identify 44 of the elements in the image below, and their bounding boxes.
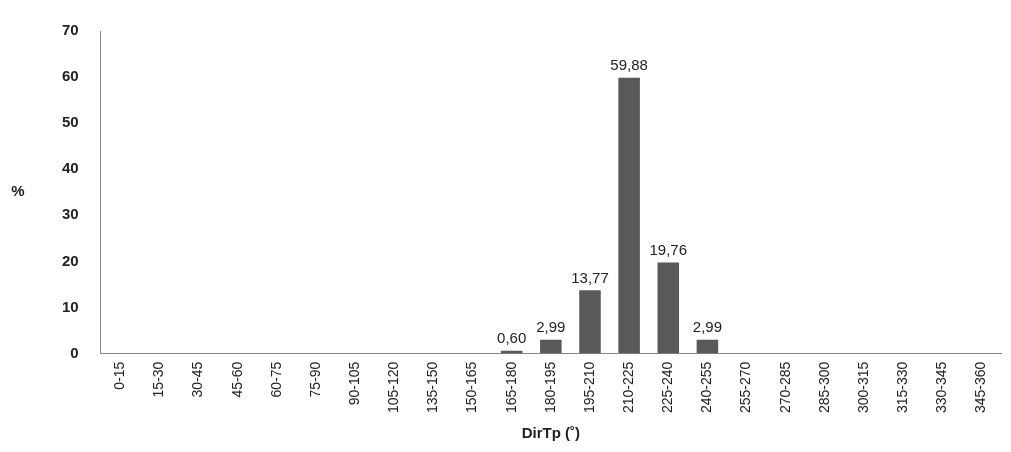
x-tick-label: 0-15 bbox=[111, 361, 128, 390]
x-tick-label: 210-225 bbox=[619, 361, 636, 414]
data-label: 59,88 bbox=[610, 56, 648, 74]
data-label: 19,76 bbox=[649, 241, 688, 259]
y-axis-title: % bbox=[11, 182, 25, 200]
y-tick-label: 0 bbox=[70, 343, 79, 361]
bar bbox=[618, 77, 640, 354]
x-tick-label: 45-60 bbox=[228, 361, 245, 398]
bar bbox=[579, 290, 601, 354]
x-tick-label: 225-240 bbox=[659, 361, 676, 414]
x-tick-label: 255-270 bbox=[737, 361, 754, 414]
x-tick-label: 300-315 bbox=[854, 361, 871, 414]
data-label: 2,99 bbox=[692, 318, 723, 336]
y-tick-label: 70 bbox=[62, 21, 79, 39]
data-label: 13,77 bbox=[571, 268, 609, 286]
x-tick-label: 180-195 bbox=[541, 361, 558, 414]
bar bbox=[657, 262, 680, 354]
x-tick-label: 345-360 bbox=[972, 361, 989, 414]
x-tick-label: 165-180 bbox=[502, 361, 519, 414]
y-tick-label: 20 bbox=[62, 251, 79, 269]
x-tick-label: 285-300 bbox=[815, 361, 832, 414]
x-tick-label: 135-150 bbox=[424, 361, 441, 414]
x-tick-label: 90-105 bbox=[345, 361, 362, 406]
x-tick-label: 105-120 bbox=[385, 361, 402, 414]
x-tick-label: 240-255 bbox=[698, 361, 715, 414]
data-label: 0,60 bbox=[497, 329, 527, 347]
x-tick-label: 195-210 bbox=[580, 361, 597, 414]
x-tick-label: 270-285 bbox=[776, 361, 793, 414]
x-tick-label: 75-90 bbox=[306, 361, 323, 398]
bar bbox=[540, 339, 562, 354]
x-tick-label: 30-45 bbox=[189, 361, 206, 398]
x-axis-title: DirTp (˚) bbox=[521, 424, 581, 442]
x-tick-label: 60-75 bbox=[267, 361, 284, 398]
y-tick-label: 50 bbox=[62, 113, 79, 131]
y-tick-label: 10 bbox=[62, 297, 79, 315]
x-tick-label: 330-345 bbox=[933, 361, 950, 414]
x-tick-label: 15-30 bbox=[150, 361, 167, 398]
x-tick-label: 315-330 bbox=[894, 361, 910, 414]
data-label: 2,99 bbox=[536, 318, 566, 336]
y-tick-label: 40 bbox=[62, 159, 79, 177]
x-tick-label: 150-165 bbox=[463, 361, 480, 414]
y-tick-label: 60 bbox=[62, 67, 79, 85]
y-tick-label: 30 bbox=[62, 205, 79, 223]
bar bbox=[696, 339, 719, 354]
